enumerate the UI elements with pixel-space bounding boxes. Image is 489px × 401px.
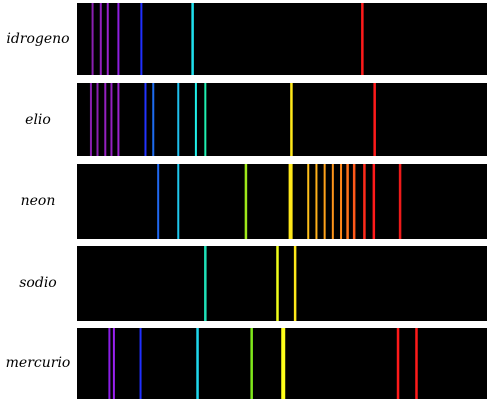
spectral-line	[363, 164, 366, 239]
spectral-line	[96, 83, 99, 156]
spectral-line	[194, 83, 197, 156]
spectrum-row-mercury: mercurio	[6, 328, 487, 399]
spectral-line	[117, 3, 120, 75]
spectral-line	[281, 328, 286, 399]
spectral-line	[117, 83, 120, 156]
spectrum-panel	[77, 246, 487, 321]
spectrum-panel	[77, 83, 487, 156]
spectrum-label: elio	[25, 112, 51, 128]
spectral-line	[293, 246, 297, 321]
spectrum-row-hydrogen: idrogeno	[6, 3, 487, 75]
spectral-line	[352, 164, 356, 239]
spectral-line	[315, 164, 318, 239]
spectral-line	[140, 3, 143, 75]
spectrum-label: sodio	[19, 275, 56, 291]
spectrum-label: idrogeno	[6, 31, 69, 47]
spectral-line	[144, 83, 147, 156]
spectral-line	[307, 164, 310, 239]
spectral-line	[204, 83, 207, 156]
spectral-line	[372, 164, 376, 239]
spectral-line	[290, 83, 293, 156]
spectral-line	[177, 83, 180, 156]
spectral-line	[112, 328, 115, 399]
spectral-line	[110, 83, 113, 156]
spectrum-panel	[77, 3, 487, 75]
spectral-line	[396, 328, 400, 399]
spectral-line	[204, 246, 207, 321]
spectral-line	[89, 83, 92, 156]
spectral-lines	[91, 3, 364, 75]
spectral-lines	[157, 164, 402, 239]
spectral-line	[177, 164, 180, 239]
spectral-line	[106, 3, 109, 75]
spectrum-label: mercurio	[6, 355, 71, 371]
spectrum-label: neon	[21, 193, 56, 209]
spectral-line	[323, 164, 326, 239]
spectral-line	[152, 83, 155, 156]
spectral-line	[415, 328, 418, 399]
spectral-line	[346, 164, 349, 239]
spectrum-row-sodium: sodio	[19, 246, 487, 321]
spectrum-row-neon: neon	[21, 164, 487, 239]
spectral-line	[139, 328, 142, 399]
spectral-line	[157, 164, 160, 239]
spectral-line	[250, 328, 253, 399]
spectral-line	[288, 164, 293, 239]
spectrum-panel	[77, 164, 487, 239]
spectral-line	[373, 83, 376, 156]
spectral-line	[331, 164, 334, 239]
spectral-line	[276, 246, 279, 321]
spectral-line	[91, 3, 94, 75]
spectral-line	[99, 3, 102, 75]
spectral-line	[196, 328, 199, 399]
spectral-lines	[89, 83, 376, 156]
spectral-line	[340, 164, 343, 239]
spectral-line	[361, 3, 364, 75]
spectral-line	[244, 164, 248, 239]
spectral-line	[398, 164, 402, 239]
spectral-line	[108, 328, 111, 399]
spectral-lines	[204, 246, 297, 321]
spectral-lines	[108, 328, 418, 399]
spectral-line	[191, 3, 194, 75]
spectrum-row-helium: elio	[25, 83, 487, 156]
spectral-line	[104, 83, 107, 156]
